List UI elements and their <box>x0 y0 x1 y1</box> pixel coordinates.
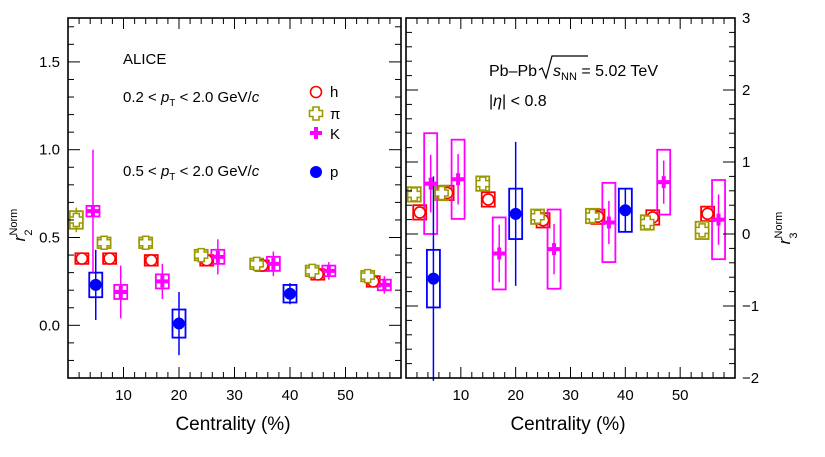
point-k <box>602 216 615 229</box>
legend-label-k: K <box>330 126 340 143</box>
point-pi <box>475 176 491 191</box>
markers-layer <box>69 173 725 330</box>
point-pi <box>96 235 112 251</box>
x-tick-label: 30 <box>226 387 243 404</box>
syst-box-h <box>412 204 428 221</box>
y-axis-title-left: r2Norm <box>8 209 35 242</box>
y-tick-label: −1 <box>742 298 759 315</box>
point-h <box>75 252 89 265</box>
syst-box-k <box>601 181 617 263</box>
point-k <box>211 250 224 263</box>
y-axis-title-right: r3Norm <box>773 212 800 245</box>
legend-label-pi: π <box>330 106 340 123</box>
x-tick-label: 40 <box>282 387 299 404</box>
point-k <box>322 264 335 277</box>
legend-marker-h <box>309 85 323 99</box>
eta-label: |η| < 0.8 <box>489 93 547 110</box>
point-k <box>378 278 391 291</box>
point-pi <box>585 208 600 224</box>
y-tick-label: 2 <box>742 82 750 99</box>
x-axis-title-right: Centrality (%) <box>510 414 625 435</box>
point-p <box>427 272 440 285</box>
point-k <box>424 177 437 190</box>
point-pi <box>434 185 449 201</box>
legend-label-p: p <box>330 164 338 181</box>
y-tick-label: 1.0 <box>39 142 60 159</box>
y-tick-label: 0.0 <box>39 317 60 334</box>
point-p <box>173 317 185 330</box>
y-tick-label: −2 <box>742 370 759 387</box>
point-k <box>86 205 99 218</box>
x-tick-label: 20 <box>171 387 188 404</box>
system-label: Pb–Pb <box>489 63 537 80</box>
syst-box-k <box>546 208 562 290</box>
point-k <box>493 247 506 260</box>
point-h <box>144 254 158 267</box>
point-pi <box>193 247 209 263</box>
y-tick-label: 1.5 <box>39 54 60 71</box>
syst-box-h <box>480 191 496 208</box>
point-pi <box>360 268 375 284</box>
point-pi <box>406 187 422 202</box>
point-pi <box>694 223 710 238</box>
point-h <box>103 252 116 265</box>
x-tick-label: 20 <box>507 387 524 404</box>
y-tick-label: 0.5 <box>39 230 60 247</box>
x-tick-label: 40 <box>617 387 634 404</box>
point-k <box>267 257 280 270</box>
energy-label: sNN = 5.02 TeV <box>553 63 658 83</box>
y-tick-label: 1 <box>742 154 750 171</box>
point-pi <box>249 256 264 272</box>
experiment-label: ALICE <box>123 51 166 68</box>
syst-box-k <box>711 179 726 261</box>
syst-box-k <box>656 148 672 216</box>
point-h <box>481 193 495 206</box>
point-k <box>156 275 169 288</box>
syst-box-k <box>423 132 439 235</box>
x-tick-label: 50 <box>672 387 689 404</box>
syst-box-k <box>450 138 466 220</box>
sqrt-sign <box>538 55 588 80</box>
point-p <box>509 207 522 220</box>
legend: h π K p <box>308 84 340 181</box>
y-tick-label: 3 <box>742 10 750 27</box>
point-k <box>712 213 725 226</box>
x-tick-label: 10 <box>115 387 132 404</box>
point-pi <box>138 235 153 251</box>
point-k <box>114 285 127 298</box>
axes-layer: 10 20 30 40 50 0.0 0.5 1.0 1.5 10 20 30 40 50 −2 −1 0 1 2 3 <box>39 10 759 404</box>
point-p <box>284 287 296 300</box>
point-p <box>89 278 102 291</box>
point-pi <box>640 215 655 230</box>
point-pi <box>304 263 320 279</box>
pt-range-2: 0.5 < pT < 2.0 GeV/c <box>123 163 260 183</box>
plot-frame-left <box>67 17 402 379</box>
y-tick-label: 0 <box>742 226 750 243</box>
legend-marker-p <box>310 166 322 178</box>
point-k <box>548 243 561 256</box>
point-k <box>657 176 670 189</box>
syst-box-k <box>491 216 507 291</box>
x-tick-label: 10 <box>452 387 469 404</box>
point-h <box>413 206 427 219</box>
point-pi <box>69 212 84 228</box>
point-h <box>701 207 714 221</box>
point-p <box>619 204 632 217</box>
x-axis-title-left: Centrality (%) <box>175 414 290 435</box>
x-tick-label: 30 <box>562 387 579 404</box>
point-pi <box>530 209 545 224</box>
x-tick-label: 50 <box>337 387 354 404</box>
legend-marker-pi <box>308 106 324 121</box>
pt-range-1: 0.2 < pT < 2.0 GeV/c <box>123 89 260 109</box>
point-k <box>452 173 465 186</box>
legend-label-h: h <box>330 84 338 101</box>
legend-marker-k <box>310 127 322 139</box>
